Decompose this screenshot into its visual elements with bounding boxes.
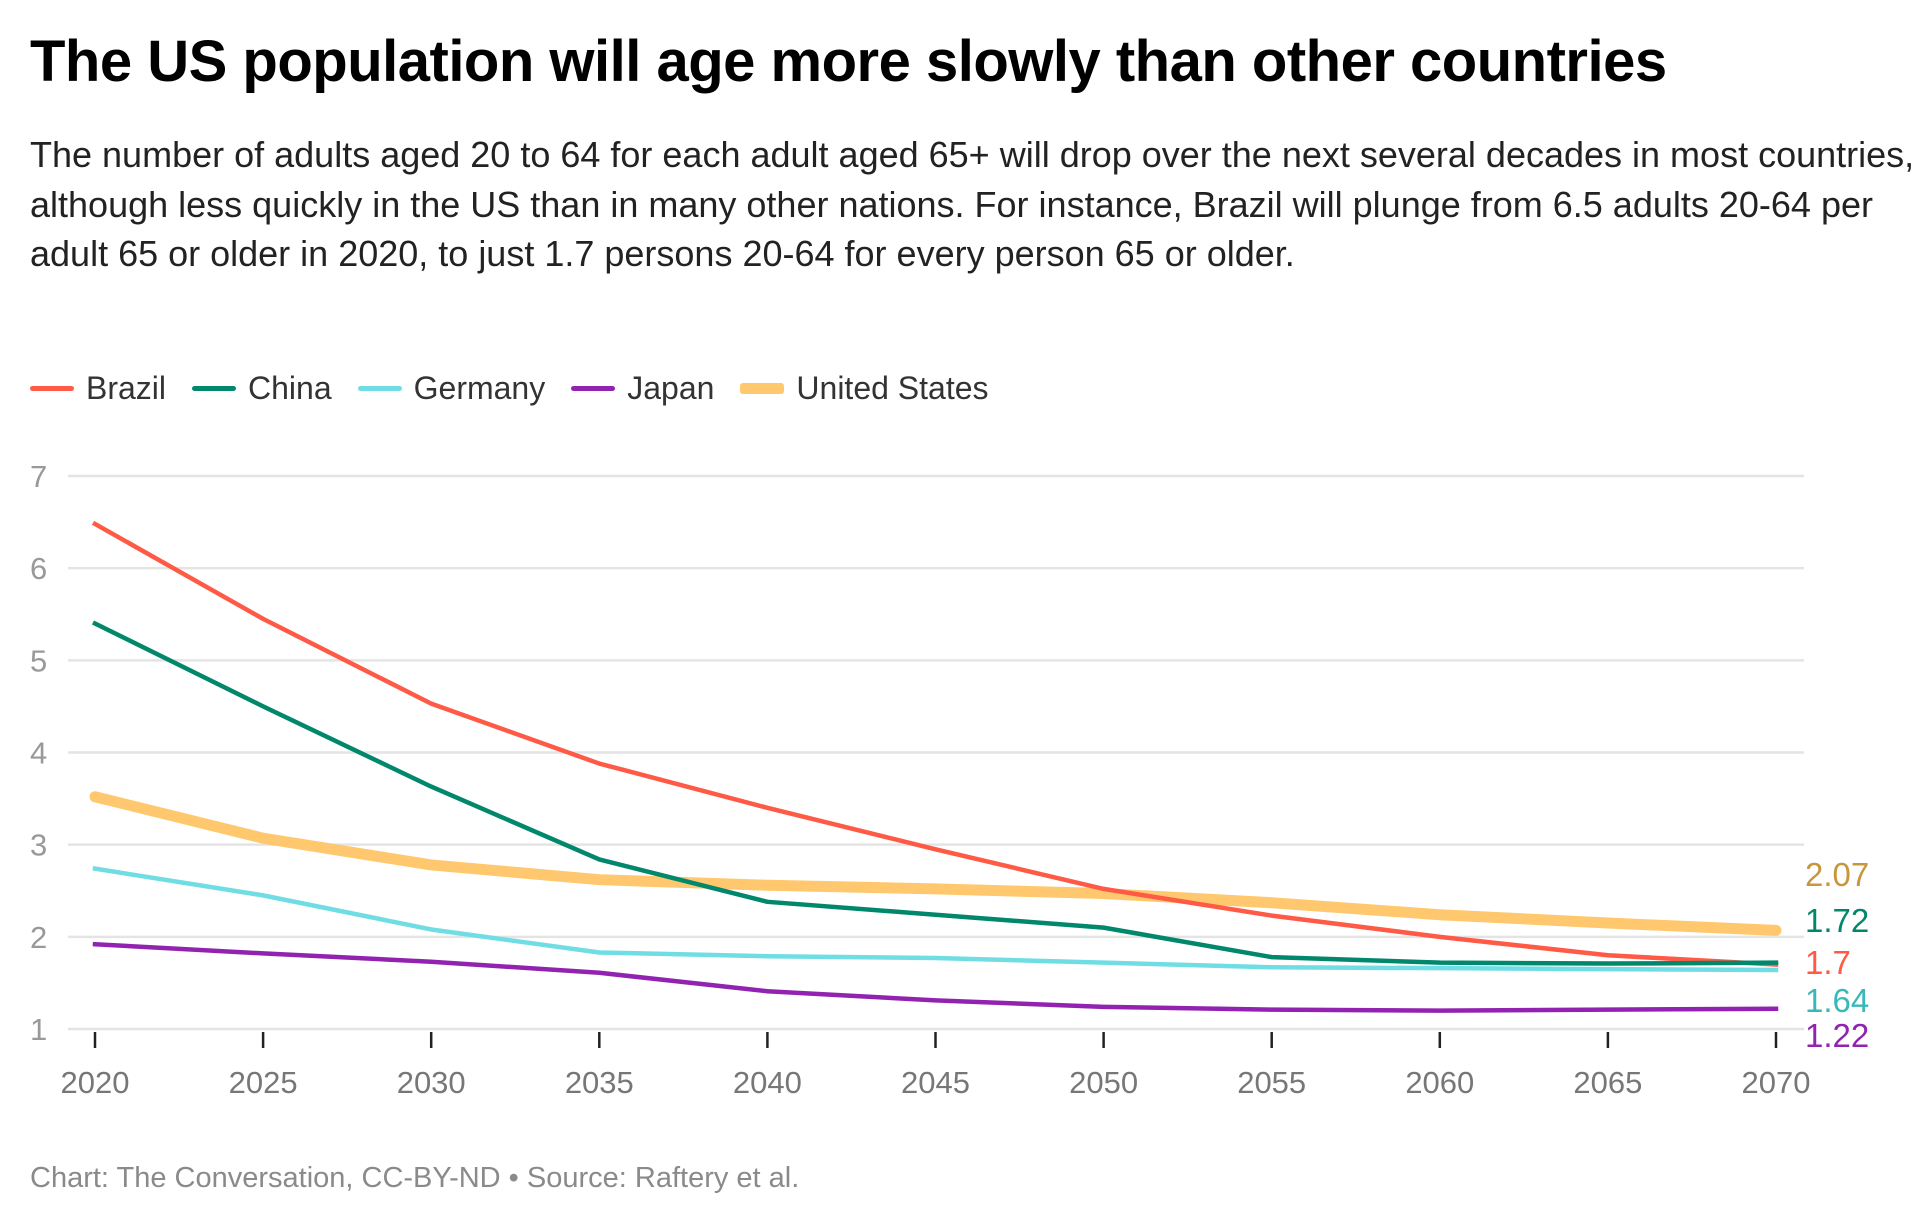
y-tick-label: 6	[30, 551, 47, 586]
legend-item: United States	[740, 370, 989, 407]
x-tick-label: 2020	[61, 1065, 130, 1100]
x-tick-label: 2025	[229, 1065, 298, 1100]
legend: Brazil China Germany Japan United States	[30, 370, 989, 407]
y-tick-label: 1	[30, 1012, 47, 1047]
y-tick-label: 3	[30, 828, 47, 863]
series-line-united-states	[89, 791, 1782, 936]
end-value-label: 1.64	[1805, 982, 1869, 1019]
x-tick-label: 2065	[1573, 1065, 1642, 1100]
legend-item: China	[192, 370, 332, 407]
y-tick-label: 4	[30, 736, 47, 771]
legend-label: China	[248, 370, 332, 406]
y-tick-label: 5	[30, 643, 47, 678]
x-tick-label: 2070	[1742, 1065, 1811, 1100]
legend-swatch	[192, 386, 237, 391]
chart-subtitle: The number of adults aged 20 to 64 for e…	[30, 134, 1915, 274]
legend-label: Japan	[627, 370, 715, 406]
chart-source: Chart: The Conversation, CC-BY-ND • Sour…	[30, 1162, 800, 1194]
x-tick-label: 2050	[1069, 1065, 1138, 1100]
legend-item: Japan	[571, 370, 714, 407]
end-value-label: 2.07	[1805, 856, 1869, 893]
series-line-japan	[92, 941, 1779, 1013]
x-tick-label: 2030	[397, 1065, 466, 1100]
legend-item: Brazil	[30, 370, 166, 407]
legend-label: Germany	[413, 370, 546, 406]
chart-title: The US population will age more slowly t…	[30, 29, 1667, 94]
series-line-brazil	[91, 520, 1779, 967]
series-line-germany	[92, 866, 1779, 973]
legend-swatch	[571, 386, 616, 391]
x-tick-label: 2035	[565, 1065, 634, 1100]
x-tick-label: 2040	[733, 1065, 802, 1100]
x-tick-label: 2045	[901, 1065, 970, 1100]
series-line-china	[91, 620, 1779, 966]
x-tick-label: 2055	[1237, 1065, 1306, 1100]
end-value-label: 1.72	[1805, 902, 1869, 939]
y-tick-label: 2	[30, 920, 47, 955]
legend-label: Brazil	[86, 370, 167, 406]
legend-swatch	[30, 386, 74, 391]
legend-swatch	[357, 386, 402, 391]
legend-item: Germany	[357, 370, 546, 407]
y-tick-label: 7	[30, 459, 47, 494]
legend-label: United States	[796, 370, 989, 406]
end-value-label: 1.22	[1805, 1017, 1869, 1054]
x-tick-label: 2060	[1405, 1065, 1474, 1100]
legend-swatch	[740, 383, 785, 394]
end-value-label: 1.7	[1805, 944, 1851, 981]
